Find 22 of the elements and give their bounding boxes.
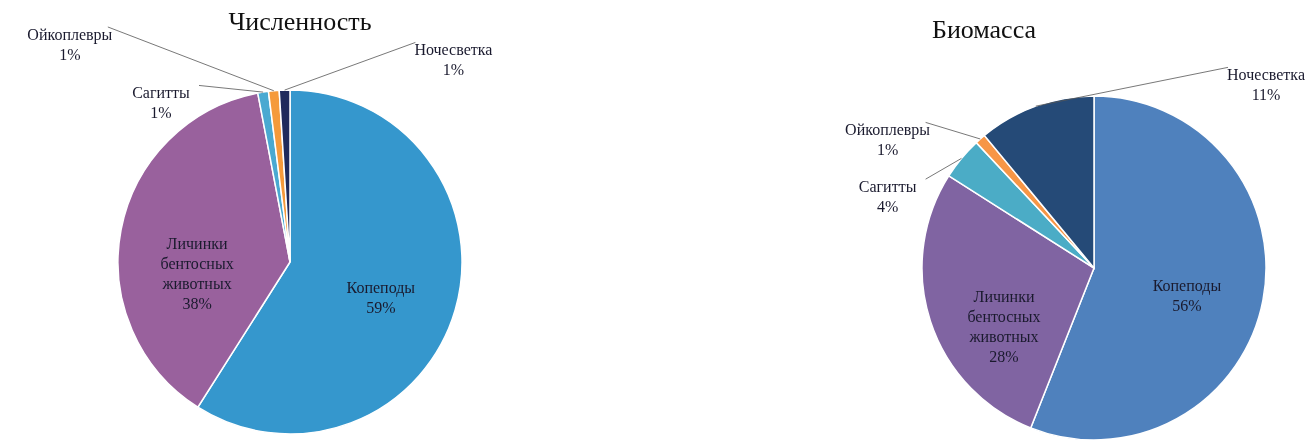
chart-title: Биомасса — [931, 15, 1037, 44]
data-label: 1% — [150, 104, 172, 122]
slice-label: Сагитты — [858, 178, 917, 196]
slice-label: Личинки бентосных животных — [160, 235, 234, 293]
slice-label: Ночесветка — [1227, 66, 1305, 84]
slice-label: Ойкоплевры — [27, 25, 113, 44]
slice-label: Копеподы — [1152, 276, 1222, 295]
data-label: 56% — [1172, 296, 1202, 314]
slice-label: Ойкоплевры — [845, 121, 931, 140]
slice-label: Личинки бентосных животных — [967, 288, 1041, 346]
data-label: 28% — [989, 348, 1019, 366]
data-label: 38% — [182, 295, 212, 313]
slice-label: Сагитты — [132, 84, 191, 102]
slice-label: Ночесветка — [414, 41, 493, 59]
data-label: 1% — [876, 141, 899, 159]
data-label: 1% — [59, 45, 81, 63]
data-label: 1% — [442, 61, 465, 79]
slice-label: Копеподы — [346, 279, 416, 298]
data-label: 59% — [366, 299, 396, 317]
data-label: 11% — [1251, 86, 1281, 104]
data-label: 4% — [876, 198, 899, 216]
chart-title: Численность — [228, 7, 372, 36]
